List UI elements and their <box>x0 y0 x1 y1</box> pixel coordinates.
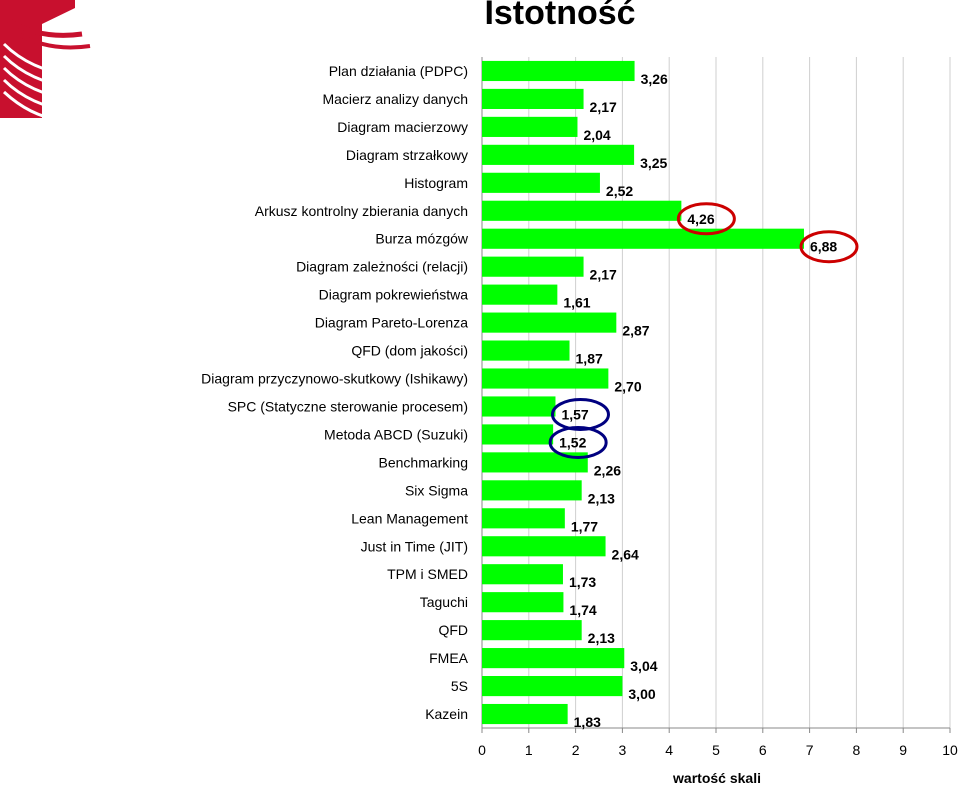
grid-lines <box>481 57 951 733</box>
bar <box>482 480 582 501</box>
category-label: Burza mózgów <box>375 231 468 247</box>
x-tick-label: 10 <box>942 742 958 758</box>
category-label: Arkusz kontrolny zbierania danych <box>255 203 468 219</box>
data-label: 2,26 <box>594 462 621 478</box>
category-label: Kazein <box>425 706 468 722</box>
annotation-circle <box>676 202 736 236</box>
bar <box>482 675 623 697</box>
x-tick-label: 8 <box>853 742 861 758</box>
bar <box>482 703 568 725</box>
x-tick-label: 5 <box>712 742 720 758</box>
data-label: 2,13 <box>588 490 615 506</box>
bar <box>482 284 558 305</box>
annotation-circle <box>550 397 610 431</box>
category-label: Metoda ABCD (Suzuki) <box>324 426 468 442</box>
bar <box>482 452 588 473</box>
category-label: SPC (Statyczne sterowanie procesem) <box>228 398 468 414</box>
data-label: 2,87 <box>622 323 649 339</box>
data-label: 3,25 <box>640 155 667 171</box>
bar <box>482 340 570 361</box>
data-label: 2,04 <box>583 127 610 143</box>
category-labels: Plan działania (PDPC) Macierz analizy dan… <box>201 63 469 722</box>
bar <box>482 88 584 110</box>
bar <box>482 60 635 82</box>
bar <box>482 620 582 641</box>
category-label: Diagram strzałkowy <box>346 147 468 163</box>
bar <box>482 396 556 417</box>
data-label: 1,83 <box>574 714 601 730</box>
category-label: Histogram <box>404 175 468 191</box>
data-label: 1,77 <box>571 518 598 534</box>
data-label: 2,17 <box>590 267 617 283</box>
bar <box>482 508 565 529</box>
category-label: Diagram macierzowy <box>337 119 468 135</box>
x-tick-label: 9 <box>899 742 907 758</box>
data-label: 2,13 <box>588 630 615 646</box>
category-label: QFD <box>438 622 468 638</box>
bar <box>482 200 682 221</box>
x-tick-labels: 0 1 2 3 4 5 6 7 8 9 10 <box>478 742 958 758</box>
x-tick-label: 3 <box>619 742 627 758</box>
chart-title: Istotność <box>484 0 636 32</box>
category-label: Taguchi <box>420 594 468 610</box>
bar <box>482 592 564 613</box>
category-label: Macierz analizy danych <box>322 91 468 107</box>
bar <box>482 564 563 585</box>
category-label: Lean Management <box>351 510 468 526</box>
data-label: 3,26 <box>641 71 668 87</box>
data-label: 1,52 <box>559 434 586 450</box>
x-tick-label: 6 <box>759 742 767 758</box>
x-axis-label: wartość skali <box>672 770 761 786</box>
data-label: 2,52 <box>606 183 633 199</box>
data-label: 4,26 <box>687 211 714 227</box>
bar <box>482 424 554 445</box>
data-labels: 3,262,172,043,252,524,266,882,171,612,87… <box>559 71 837 730</box>
bar <box>482 116 578 137</box>
bars <box>482 60 804 725</box>
data-label: 1,57 <box>561 406 588 422</box>
x-tick-label: 0 <box>478 742 486 758</box>
category-label: Plan działania (PDPC) <box>329 63 468 79</box>
category-label: 5S <box>451 678 468 694</box>
category-label: TPM i SMED <box>387 566 468 582</box>
category-label: QFD (dom jakości) <box>351 343 468 359</box>
x-tick-label: 2 <box>572 742 580 758</box>
data-label: 1,74 <box>569 602 596 618</box>
bar <box>482 228 804 249</box>
data-label: 3,04 <box>630 658 657 674</box>
bar <box>482 536 606 557</box>
data-label: 1,73 <box>569 574 596 590</box>
bar <box>482 256 584 277</box>
bar <box>482 368 609 389</box>
data-label: 1,61 <box>563 295 590 311</box>
category-label: Diagram zależności (relacji) <box>296 259 468 275</box>
logo-icon <box>0 0 91 122</box>
x-tick-label: 4 <box>665 742 673 758</box>
annotation-circles <box>548 202 859 459</box>
bar <box>482 648 625 669</box>
bar <box>482 172 600 193</box>
data-label: 2,17 <box>590 99 617 115</box>
x-tick-label: 1 <box>525 742 533 758</box>
x-tick-label: 7 <box>806 742 814 758</box>
data-label: 1,87 <box>576 351 603 367</box>
data-label: 3,00 <box>628 686 655 702</box>
data-label: 2,64 <box>612 546 639 562</box>
category-label: Diagram Pareto-Lorenza <box>315 315 469 331</box>
category-label: Six Sigma <box>405 482 468 498</box>
annotation-circle <box>799 230 859 264</box>
category-label: Diagram przyczynowo-skutkowy (Ishikawy) <box>201 371 468 387</box>
category-label: FMEA <box>429 650 469 666</box>
bar <box>482 144 635 165</box>
category-label: Just in Time (JIT) <box>361 538 468 554</box>
category-label: Benchmarking <box>379 454 469 470</box>
annotation-circle <box>548 425 608 459</box>
category-label: Diagram pokrewieństwa <box>319 287 469 303</box>
bar <box>482 312 617 333</box>
data-label: 2,70 <box>614 379 641 395</box>
data-label: 6,88 <box>810 239 837 255</box>
